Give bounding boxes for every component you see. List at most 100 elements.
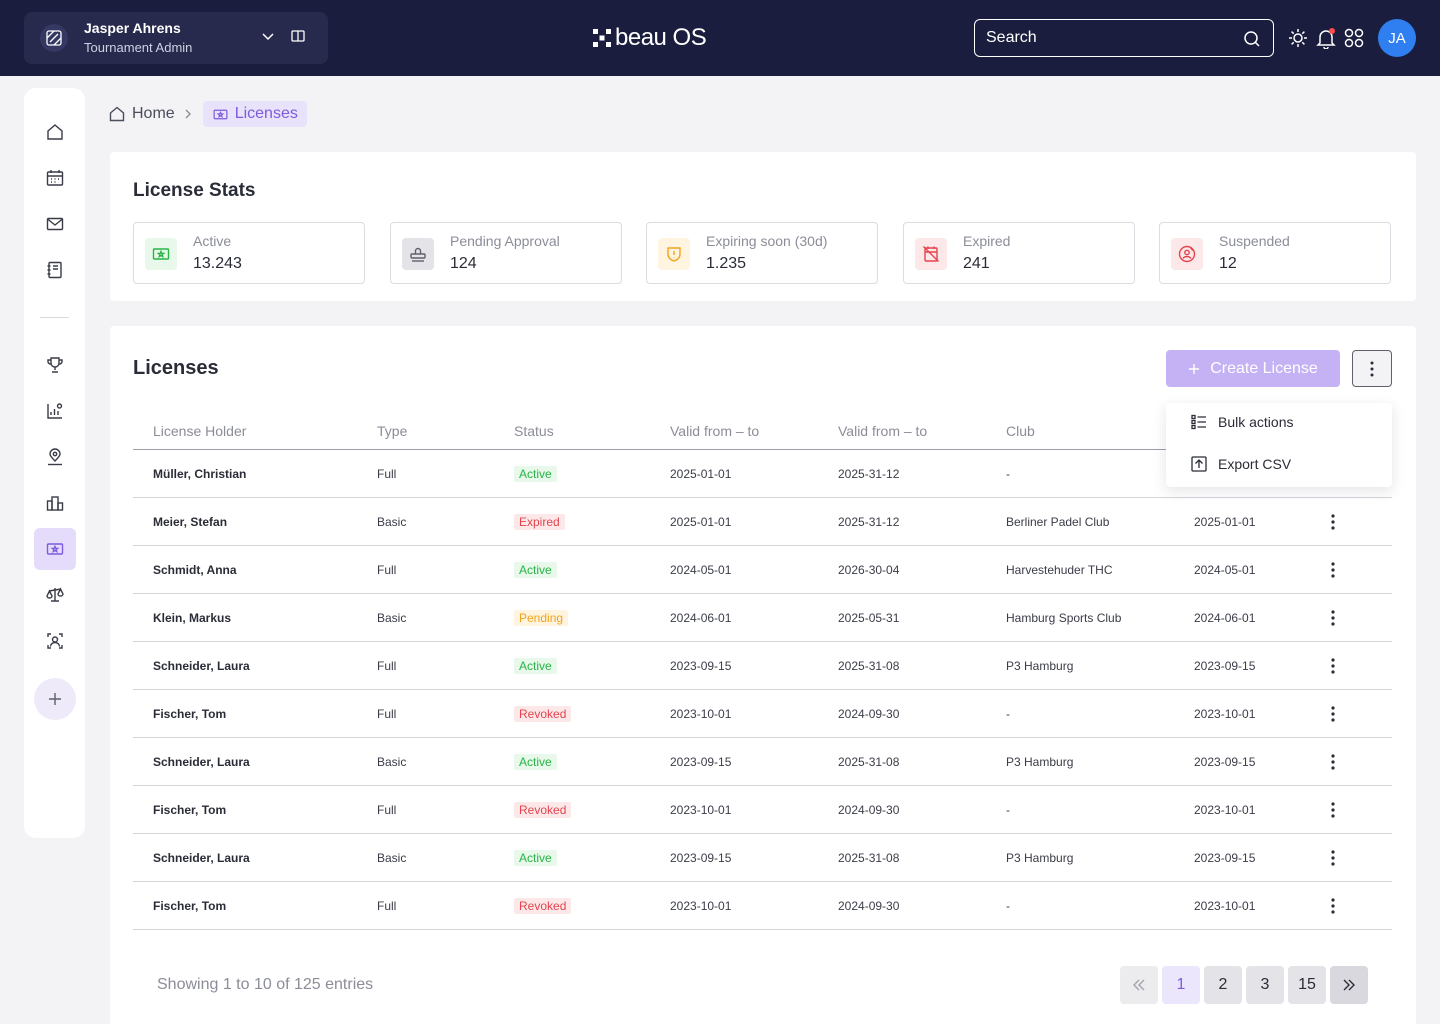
type-cell: Full — [377, 467, 397, 481]
sidebar-item-messages[interactable] — [34, 203, 76, 245]
add-button[interactable] — [34, 678, 76, 720]
valid-to-cell: 2025-31-12 — [838, 515, 900, 529]
row-actions-icon[interactable] — [1323, 512, 1343, 532]
stamp-icon — [402, 238, 434, 270]
breadcrumb: Home Licenses — [108, 100, 307, 128]
sidebar-item-calendar[interactable] — [34, 157, 76, 199]
calendar-icon — [46, 170, 64, 186]
sidebar-item-venues[interactable] — [34, 436, 76, 478]
avatar[interactable]: JA — [1378, 19, 1416, 57]
stat-expired[interactable]: Expired 241 — [903, 222, 1135, 284]
row-actions-icon[interactable] — [1323, 656, 1343, 676]
kebab-menu-icon — [1370, 361, 1374, 376]
menu-item-bulk-actions[interactable]: Bulk actions — [1190, 410, 1293, 434]
date-cell: 2023-09-15 — [1194, 659, 1256, 673]
last-page-button[interactable] — [1330, 966, 1368, 1004]
create-license-button[interactable]: Create License — [1166, 350, 1340, 387]
club-cell: Berliner Padel Club — [1006, 515, 1110, 529]
valid-to-cell: 2024-09-30 — [838, 803, 900, 817]
stat-label: Pending Approval — [450, 233, 560, 249]
stat-active[interactable]: Active 13.243 — [133, 222, 365, 284]
toggle-sidebar-icon[interactable] — [290, 28, 306, 49]
column-header[interactable]: License Holder — [153, 423, 247, 439]
export-icon — [1191, 456, 1207, 472]
row-actions-icon[interactable] — [1323, 848, 1343, 868]
app-logo[interactable]: beau OS — [593, 24, 707, 52]
row-actions-icon[interactable] — [1323, 800, 1343, 820]
date-cell: 2024-06-01 — [1194, 611, 1256, 625]
table-row[interactable]: Schmidt, Anna Full 2024-05-01 2026-30-04 Har… — [133, 546, 1392, 594]
table-row[interactable]: Schneider, Laura Basic 2023-09-15 2025-31-0… — [133, 834, 1392, 882]
account-switcher[interactable]: Jasper Ahrens Tournament Admin — [24, 12, 328, 64]
table-row[interactable]: Klein, Markus Basic 2024-06-01 2025-05-31 Ha… — [133, 594, 1392, 642]
page-button-2[interactable]: 2 — [1204, 966, 1242, 1004]
menu-item-export-csv[interactable]: Export CSV — [1190, 452, 1291, 476]
valid-from-cell: 2024-06-01 — [670, 611, 732, 625]
stat-expiring-soon[interactable]: Expiring soon (30d) 1.235 — [646, 222, 878, 284]
chevron-down-icon[interactable] — [260, 28, 276, 49]
column-header[interactable]: Type — [377, 423, 408, 439]
table-row[interactable]: Müller, Christian Full 2025-01-01 2025-31-1… — [133, 450, 1392, 498]
options-dropdown-menu: Bulk actions Export CSV — [1166, 403, 1392, 487]
date-cell: 2023-09-15 — [1194, 851, 1256, 865]
valid-from-cell: 2023-10-01 — [670, 899, 732, 913]
search-input[interactable]: Search — [974, 19, 1274, 57]
sidebar-item-licenses[interactable] — [34, 528, 76, 570]
license-ticket-icon — [46, 543, 64, 555]
first-page-button[interactable] — [1120, 966, 1158, 1004]
status-badge: Active — [514, 754, 557, 770]
club-cell: - — [1006, 803, 1010, 817]
license-holder-cell: Schneider, Laura — [153, 659, 250, 673]
sidebar-item-statistics[interactable] — [34, 390, 76, 432]
page-button-15[interactable]: 15 — [1288, 966, 1326, 1004]
table-row[interactable]: Fischer, Tom Full 2023-10-01 2024-09-30 - 202… — [133, 690, 1392, 738]
sidebar-item-rules[interactable] — [34, 574, 76, 616]
type-cell: Full — [377, 899, 397, 913]
sidebar-item-documents[interactable] — [34, 249, 76, 291]
table-header: License Holder Type Status Valid from – … — [133, 414, 1392, 450]
scales-icon — [46, 587, 64, 602]
license-holder-cell: Fischer, Tom — [153, 899, 227, 913]
notification-bell-icon[interactable] — [1315, 27, 1337, 50]
breadcrumb-current: Licenses — [202, 101, 307, 127]
table-row[interactable]: Fischer, Tom Full 2023-10-01 2024-09-30 - 202… — [133, 882, 1392, 930]
column-header[interactable]: Valid from – to — [838, 423, 928, 439]
column-header[interactable]: Valid from – to — [670, 423, 760, 439]
table-row[interactable]: Schneider, Laura Full 2023-09-15 2025-31-08… — [133, 642, 1392, 690]
sidebar-item-home[interactable] — [34, 111, 76, 153]
table-row[interactable]: Fischer, Tom Full 2023-10-01 2024-09-30 - 202… — [133, 786, 1392, 834]
row-actions-icon[interactable] — [1323, 560, 1343, 580]
breadcrumb-home[interactable]: Home — [108, 105, 175, 123]
sidebar-divider — [40, 317, 69, 318]
table-row[interactable]: Meier, Stefan Basic 2025-01-01 2025-31-12 Be… — [133, 498, 1392, 546]
stat-pending-approval[interactable]: Pending Approval 124 — [390, 222, 622, 284]
stat-suspended[interactable]: Suspended 12 — [1159, 222, 1391, 284]
sidebar-item-tournaments[interactable] — [34, 344, 76, 386]
theme-toggle-icon[interactable] — [1287, 27, 1309, 49]
club-cell: - — [1006, 899, 1010, 913]
sidebar-item-rankings[interactable] — [34, 482, 76, 524]
column-header[interactable]: Club — [1006, 423, 1035, 439]
apps-grid-icon[interactable] — [1343, 27, 1365, 49]
stat-value: 1.235 — [706, 255, 747, 272]
double-chevron-left-icon — [1133, 979, 1145, 991]
row-actions-icon[interactable] — [1323, 752, 1343, 772]
valid-to-cell: 2024-09-30 — [838, 707, 900, 721]
type-cell: Full — [377, 659, 397, 673]
row-actions-icon[interactable] — [1323, 704, 1343, 724]
date-cell: 2025-01-01 — [1194, 515, 1256, 529]
licenses-card: Licenses Create License License Holder T… — [110, 326, 1416, 1024]
table-row[interactable]: Schneider, Laura Basic 2023-09-15 2025-31-0… — [133, 738, 1392, 786]
plus-icon — [1189, 363, 1200, 374]
column-header[interactable]: Status — [514, 423, 554, 439]
create-license-label: Create License — [1210, 359, 1318, 377]
more-options-button[interactable] — [1352, 350, 1392, 387]
license-ticket-icon — [213, 109, 228, 119]
row-actions-icon[interactable] — [1323, 896, 1343, 916]
row-actions-icon[interactable] — [1323, 608, 1343, 628]
page-button-3[interactable]: 3 — [1246, 966, 1284, 1004]
sidebar-item-users[interactable] — [34, 620, 76, 662]
stat-value: 241 — [963, 255, 990, 272]
stat-label: Expiring soon (30d) — [706, 233, 828, 249]
page-button-1[interactable]: 1 — [1162, 966, 1200, 1004]
